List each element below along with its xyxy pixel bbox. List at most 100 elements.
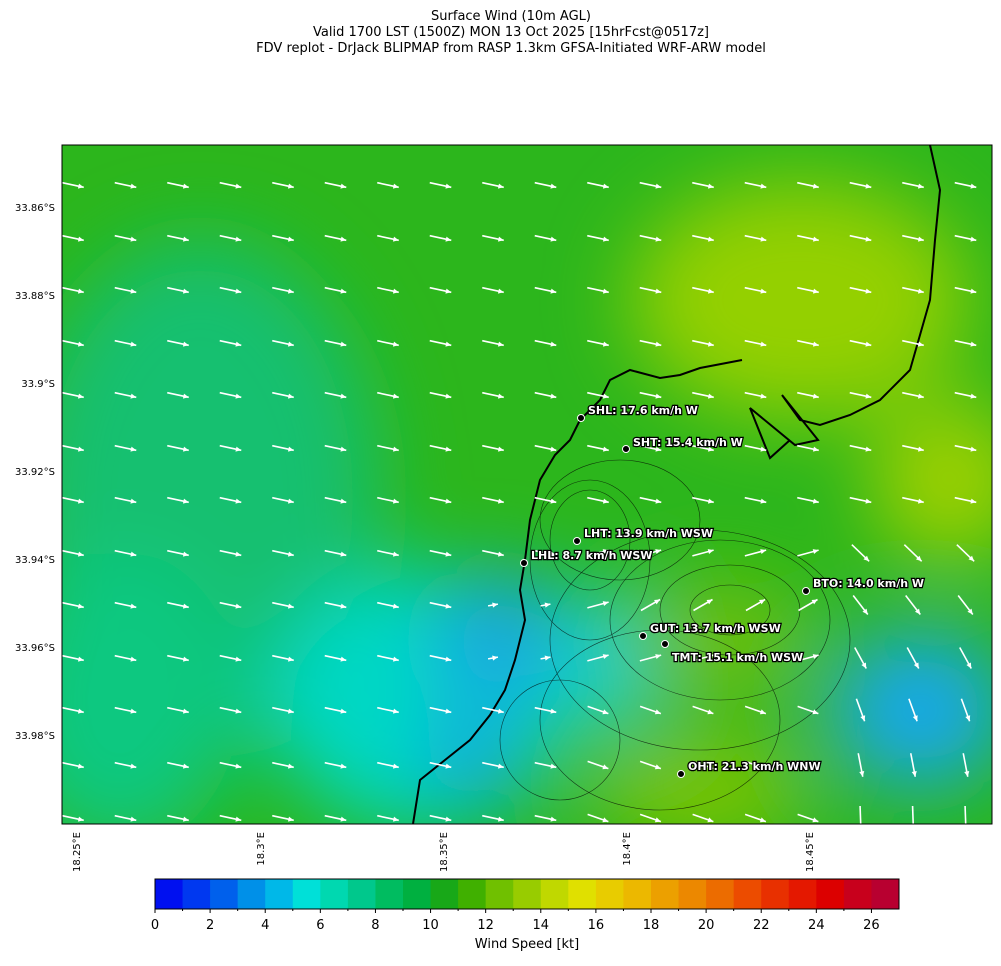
colorbar-label: Wind Speed [kt] <box>475 937 579 952</box>
wind-arrow-head <box>707 183 714 189</box>
wind-arrow-head <box>655 236 662 242</box>
colorbar-bin <box>706 879 735 909</box>
colorbar-tick-label: 14 <box>533 918 550 933</box>
wind-arrow-head <box>445 341 452 347</box>
colorbar-bin <box>458 879 487 909</box>
station-label: GUT: 13.7 km/h WSW <box>650 622 781 635</box>
wind-arrow-head <box>287 551 294 557</box>
wind-arrow-head <box>77 236 84 242</box>
station-marker <box>520 559 528 567</box>
wind-arrow-head <box>865 183 872 189</box>
wind-arrow-head <box>392 816 399 822</box>
wind-arrow-head <box>130 183 137 189</box>
wind-arrow-head <box>287 341 294 347</box>
wind-arrow-head <box>970 236 977 242</box>
wind-arrow-head <box>707 764 714 770</box>
colorbar-tick-label: 10 <box>422 918 439 933</box>
wind-arrow-head <box>182 816 189 822</box>
wind-arrow-head <box>917 183 924 189</box>
colorbar-bin <box>403 879 432 909</box>
wind-arrow-head <box>602 236 609 242</box>
wind-arrow-head <box>967 608 973 615</box>
wind-arrow-head <box>707 393 714 399</box>
wind-arrow-head <box>235 656 242 662</box>
wind-arrow-head <box>966 662 972 669</box>
wind-arrow-head <box>340 763 347 769</box>
colorbar-bin <box>568 879 597 909</box>
wind-arrow-head <box>655 183 662 189</box>
station-label: OHT: 21.3 km/h WNW <box>688 760 821 773</box>
colorbar-bin <box>788 879 817 909</box>
wind-arrow-head <box>392 183 399 189</box>
wind-arrow-head <box>77 763 84 769</box>
wind-arrow-head <box>130 446 137 452</box>
wind-arrow-head <box>445 183 452 189</box>
wind-arrow-head <box>858 824 863 830</box>
colorbar-tick-label: 0 <box>151 918 159 933</box>
wind-arrow-head <box>77 183 84 189</box>
station-label: BTO: 14.0 km/h W <box>813 577 924 590</box>
wind-arrow-head <box>760 393 767 399</box>
wind-arrow-head <box>235 551 242 557</box>
colorbar-bin <box>651 879 680 909</box>
wind-arrow-head <box>235 708 242 714</box>
wind-arrow-head <box>861 662 867 669</box>
colorbar-tick-label: 4 <box>261 918 269 933</box>
wind-arrow-head <box>130 763 137 769</box>
wind-arrow-head <box>707 549 714 555</box>
stations: SHL: 17.6 km/h W SHT: 15.4 km/h W LHT: 13.… <box>520 403 925 778</box>
lat-label: 33.94°S <box>15 555 55 566</box>
lon-label: 18.45°E <box>805 832 816 872</box>
wind-arrow-head <box>812 183 819 189</box>
station-label: LHL: 8.7 km/h WSW <box>531 549 652 562</box>
wind-arrow-head <box>915 555 922 562</box>
wind-arrow-head <box>235 236 242 242</box>
wind-arrow-head <box>130 341 137 347</box>
wind-arrow-head <box>340 551 347 557</box>
wind-arrow-head <box>812 236 819 242</box>
wind-arrow-head <box>760 498 767 504</box>
map <box>62 145 992 830</box>
colorbar-tick-label: 18 <box>643 918 660 933</box>
wind-arrow-head <box>287 656 294 662</box>
wind-arrow-head <box>812 549 819 555</box>
wind-arrow-head <box>760 549 767 555</box>
wind-arrow-head <box>287 763 294 769</box>
colorbar-bin <box>347 879 376 909</box>
wind-arrow-head <box>860 715 866 722</box>
wind-arrow-head <box>544 602 551 608</box>
wind-arrow-head <box>760 288 767 294</box>
colorbar-tick-label: 6 <box>316 918 324 933</box>
wind-arrow-head <box>964 770 970 777</box>
wind-arrow-head <box>707 236 714 242</box>
lat-label: 33.96°S <box>15 643 55 654</box>
wind-arrow-head <box>707 498 714 504</box>
wind-arrow-head <box>235 763 242 769</box>
station-marker <box>661 640 669 648</box>
wind-arrow-head <box>287 446 294 452</box>
wind-arrow-head <box>287 236 294 242</box>
wind-field <box>62 180 992 824</box>
lat-label: 33.86°S <box>15 203 55 214</box>
station-marker <box>677 770 685 778</box>
wind-arrow-head <box>812 393 819 399</box>
station-label: SHT: 15.4 km/h W <box>633 436 743 449</box>
wind-arrow-head <box>912 715 918 722</box>
wind-arrow-head <box>865 393 872 399</box>
wind-arrow-head <box>655 446 662 452</box>
wind-arrow-head <box>130 288 137 294</box>
wind-arrow-head <box>182 763 189 769</box>
lon-label: 18.3°E <box>256 832 267 866</box>
wind-arrow-head <box>654 764 661 770</box>
station-marker <box>639 632 647 640</box>
wind-arrow-head <box>497 446 504 452</box>
colorbar-bin <box>623 879 652 909</box>
wind-arrow-head <box>497 763 504 769</box>
station-label: SHL: 17.6 km/h W <box>588 404 698 417</box>
wind-arrow-head <box>602 817 609 823</box>
wind-arrow-head <box>340 236 347 242</box>
wind-arrow-head <box>392 763 399 769</box>
wind-arrow-head <box>760 183 767 189</box>
wind-arrow-head <box>759 599 766 605</box>
